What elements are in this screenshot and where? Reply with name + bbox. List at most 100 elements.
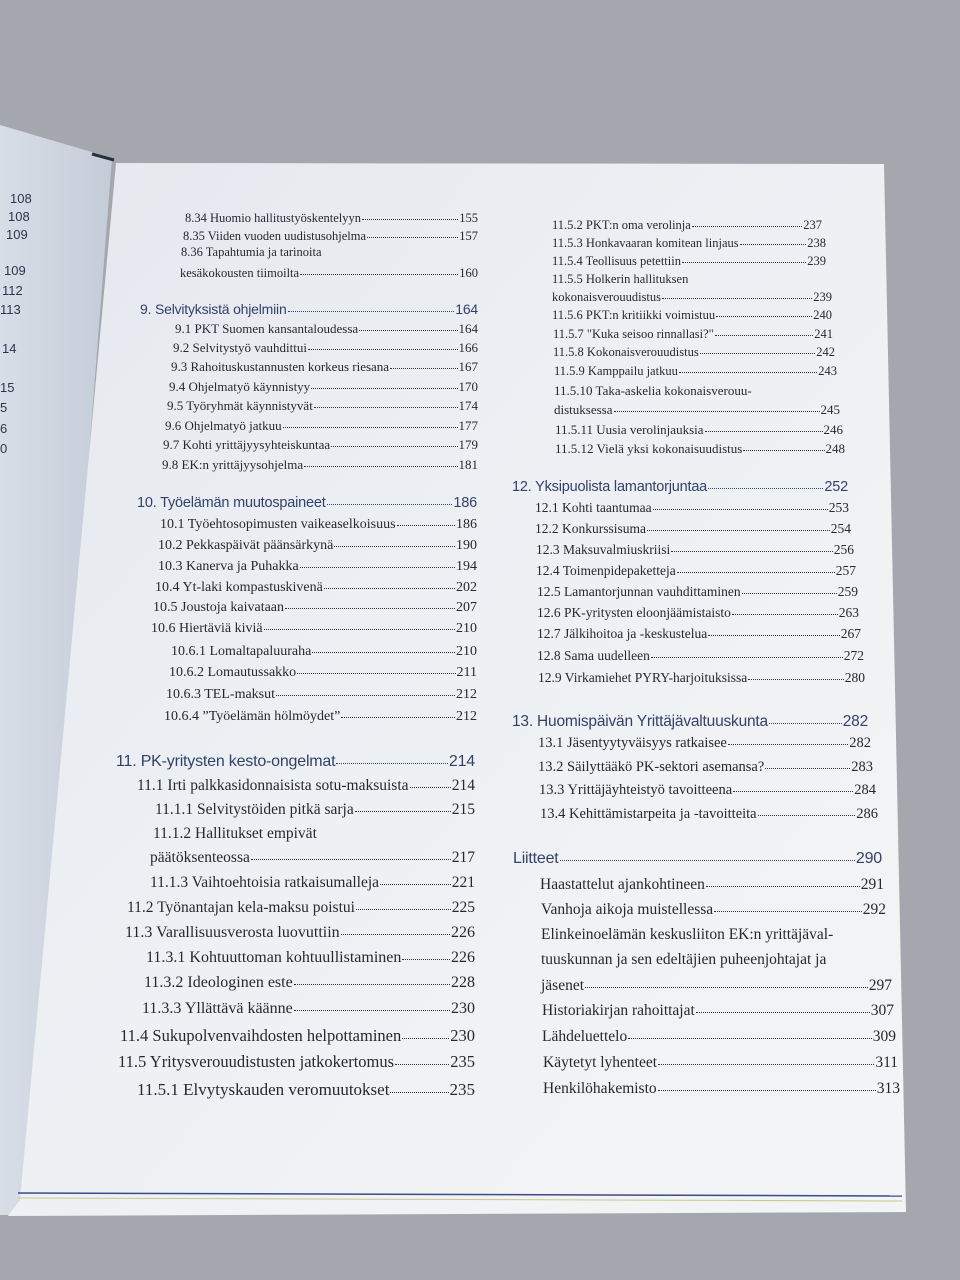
toc-entry: 10.6.4 ”Työelämän hölmöydet” 212 (164, 708, 477, 724)
toc-entry: 10.4 Yt-laki kompastuskivenä 202 (155, 580, 477, 595)
toc-entry: 10.6.1 Lomaltapaluuraha 210 (171, 644, 477, 659)
left-page-number: 0 (0, 441, 8, 456)
toc-entry: 12.2 Konkurssisuma 254 (535, 522, 851, 536)
page-number: 164 (455, 300, 478, 317)
toc-entry: 12.8 Sama uudelleen 272 (537, 649, 864, 663)
dot-leader (297, 672, 456, 674)
page-number: 210 (456, 620, 477, 636)
dot-leader (716, 316, 813, 317)
toc-entry: 9.8 EK:n yrittäjyysohjelma 181 (162, 458, 478, 471)
toc-entry: Vanhoja aikoja muistellessa 292 (541, 902, 886, 918)
dot-leader (662, 298, 813, 299)
page-number: 167 (458, 358, 479, 374)
page-number: 243 (818, 364, 837, 378)
entry-title: 9.6 Ohjelmatyö jatkuu (165, 417, 282, 433)
page-number: 226 (451, 949, 475, 967)
entry-title: 12.3 Maksuvalmiuskriisi (536, 542, 671, 558)
page-number: 292 (862, 900, 886, 918)
toc-entry: 9.6 Ohjelmatyö jatkuu 177 (165, 419, 478, 432)
entry-title: 11.3.3 Yllättävä käänne (142, 1000, 293, 1018)
toc-entry: 12.7 Jälkihoitoa ja -keskustelua 267 (537, 627, 861, 641)
entry-title: 10.6.3 TEL-maksut (166, 686, 276, 702)
dot-leader (340, 934, 450, 936)
dot-leader (312, 651, 455, 653)
dot-leader (287, 310, 455, 312)
toc-entry: 8.36 Tapahtumia ja tarinoita (181, 246, 322, 259)
entry-title: 11.5.7 "Kuka seisoo rinnallasi?" (553, 327, 714, 341)
entry-title: 11.2 Työnantajan kela-maksu poistui (127, 898, 355, 916)
dot-leader (727, 744, 849, 746)
toc-chapter: 9. Selvityksistä ohjelmiin 164 (140, 302, 478, 316)
page-number: 230 (451, 1000, 475, 1018)
entry-title: 10.2 Pekkaspäivät päänsärkynä (158, 537, 334, 553)
dot-leader (326, 504, 453, 506)
page-number: 160 (459, 266, 478, 280)
page-number: 186 (456, 516, 477, 532)
dot-leader (300, 274, 459, 275)
page-number: 257 (835, 563, 856, 579)
toc-entry: 12.6 PK-yritysten eloonjäämistaisto 263 (537, 606, 859, 620)
entry-title: Lähdeluettelo (542, 1027, 628, 1045)
dot-leader (768, 722, 842, 724)
dot-leader (395, 1063, 450, 1065)
page-number: 181 (458, 456, 479, 472)
entry-title: 10.6.4 ”Työelämän hölmöydet” (164, 708, 341, 724)
entry-title: 11.4 Sukupolvenvaihdosten helpottaminen (120, 1025, 402, 1045)
entry-title: 11.5.8 Kokonaisverouudistus (553, 345, 699, 359)
toc-entry: 11.3.2 Ideologinen este 228 (144, 975, 475, 991)
page-number: 230 (450, 1025, 475, 1045)
entry-title: 10.1 Työehtosopimusten vaikeaselkoisuus (160, 516, 396, 532)
entry-title: 11.5.11 Uusia verolinjauksia (555, 421, 704, 437)
entry-title: kesäkokousten tiimoilta (180, 266, 300, 280)
left-page-number: 109 (6, 227, 28, 242)
page-number: 242 (816, 345, 835, 359)
toc-chapter: 13. Huomispäivän Yrittäjävaltuuskunta 282 (512, 714, 868, 730)
toc-chapter: 12. Yksipuolista lamantorjuntaa 252 (512, 480, 848, 495)
page-number: 186 (453, 495, 477, 512)
toc-entry: 13.3 Yrittäjäyhteistyö tavoitteena 284 (539, 783, 876, 798)
toc-entry: 11.5.7 "Kuka seisoo rinnallasi?" 241 (553, 328, 833, 341)
entry-title: 10.3 Kanerva ja Puhakka (158, 558, 299, 574)
page-number: 238 (807, 236, 826, 250)
toc-entry: 10.5 Joustoja kaivataan 207 (153, 600, 477, 615)
page-number: 290 (855, 850, 882, 868)
toc-entry: 13.4 Kehittämistarpeita ja -tavoitteita 2… (540, 807, 878, 822)
dot-leader (681, 262, 807, 263)
dot-leader (708, 488, 824, 490)
right-page (8, 163, 906, 1216)
toc-entry: Historiakirjan rahoittajat 307 (542, 1003, 894, 1019)
entry-title: 9.4 Ohjelmatyö käynnistyy (169, 378, 311, 394)
page-number: 309 (872, 1027, 896, 1045)
left-page (0, 125, 112, 1215)
entry-title: 11.5.9 Kamppailu jatkuu (554, 364, 678, 378)
page-number: 246 (823, 421, 844, 437)
page-number: 174 (458, 397, 479, 413)
left-page-number: 15 (0, 380, 15, 395)
entry-title: Elinkeinoelämän keskusliiton EK:n yrittä… (541, 925, 834, 943)
dot-leader (741, 593, 837, 595)
dot-leader (313, 406, 458, 408)
toc-entry: 10.6.3 TEL-maksut 212 (166, 686, 477, 702)
toc-entry: 11.1.2 Hallitukset empivät (153, 826, 317, 842)
entry-title: päätöksenteossa (150, 848, 250, 866)
dot-leader (362, 219, 459, 220)
toc-entry: Henkilöhakemisto 313 (543, 1081, 900, 1097)
page-number: 217 (451, 848, 475, 866)
dot-leader (355, 908, 451, 910)
dot-leader (699, 353, 816, 354)
left-page-number: 108 (10, 191, 32, 206)
dot-leader (341, 716, 455, 718)
dot-leader (748, 679, 844, 681)
dot-leader (658, 1063, 875, 1065)
toc-entry: 10.1 Työehtosopimusten vaikeaselkoisuus 1… (160, 516, 477, 532)
dot-leader (691, 226, 803, 227)
dot-leader (380, 883, 451, 885)
entry-title: 12.1 Kohti taantumaa (535, 500, 652, 516)
left-page-number: 112 (2, 283, 23, 298)
page-number: 157 (459, 229, 478, 243)
dot-leader (613, 410, 820, 412)
toc-chapter: 11. PK-yritysten kesto-ongelmat 214 (116, 754, 475, 770)
entry-title: 11.5.4 Teollisuus petettiin (552, 254, 681, 268)
entry-title: Historiakirjan rahoittajat (542, 1001, 695, 1019)
entry-title: 8.36 Tapahtumia ja tarinoita (181, 245, 322, 259)
